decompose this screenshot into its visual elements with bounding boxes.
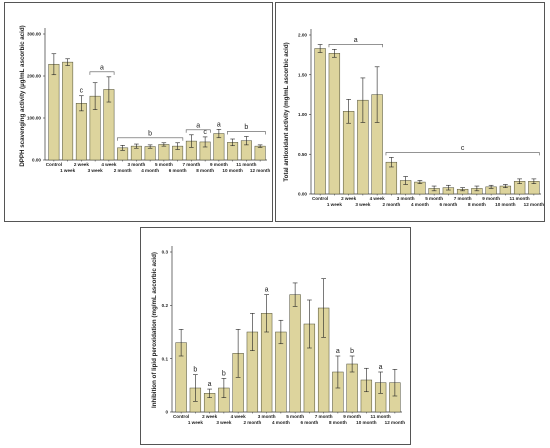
- y-axis-title: Total antioxidant activity (mg/mL ascorb…: [283, 42, 290, 181]
- significance-letter: b: [148, 130, 152, 137]
- x-tick-label: 7 month: [315, 414, 333, 419]
- x-tick-label: 10 month: [356, 420, 377, 425]
- x-tick-label: 4 month: [272, 420, 290, 425]
- x-tick-label: 2 week: [341, 196, 357, 201]
- y-tick-label: 0.3: [162, 250, 169, 255]
- x-tick-label: 2 month: [243, 420, 261, 425]
- x-tick-label: 4 week: [231, 414, 247, 419]
- significance-bracket: [89, 71, 115, 75]
- x-tick-label: 2 month: [114, 168, 132, 173]
- bar: [289, 294, 301, 413]
- x-tick-label: 4 month: [411, 202, 429, 207]
- x-tick-label: 5 month: [286, 414, 304, 419]
- bar: [48, 63, 60, 161]
- x-tick-label: 11 month: [371, 414, 391, 419]
- x-tick-label: 11 month: [510, 196, 530, 201]
- x-tick-label: 10 month: [495, 202, 516, 207]
- x-tick-label: 3 month: [258, 414, 276, 419]
- significance-letter: a: [354, 37, 358, 44]
- x-tick-label: 7 month: [454, 196, 472, 201]
- significance-letter: a: [196, 122, 200, 129]
- y-tick-label: 0.00: [298, 192, 307, 197]
- significance-bracket: [117, 137, 184, 141]
- x-tick-label: 8 month: [196, 168, 214, 173]
- x-tick-label: 8 month: [329, 420, 347, 425]
- x-tick-label: 2 week: [202, 414, 218, 419]
- y-tick-label: 300.00: [27, 32, 41, 37]
- y-axis-title: Inhibition of lipid peroxidation (mg/mL …: [151, 252, 158, 408]
- significance-letter: a: [265, 287, 269, 294]
- x-tick-label: 3 week: [88, 168, 104, 173]
- x-tick-label: Control: [46, 162, 62, 167]
- significance-letter: a: [208, 381, 212, 388]
- x-tick-label: 11 month: [236, 162, 256, 167]
- x-tick-label: 3 week: [355, 202, 371, 207]
- significance-bracket: [227, 131, 266, 135]
- x-tick-label: 10 month: [222, 168, 243, 173]
- x-tick-label: 4 month: [141, 168, 159, 173]
- significance-letter: c: [80, 88, 84, 95]
- x-tick-label: 4 week: [101, 162, 117, 167]
- x-tick-label: 2 month: [382, 202, 400, 207]
- bar: [342, 111, 355, 195]
- bar: [158, 144, 170, 161]
- significance-letter: a: [100, 64, 104, 71]
- x-tick-label: 6 month: [439, 202, 457, 207]
- y-tick-label: 1.00: [298, 112, 307, 117]
- significance-letter: a: [379, 364, 383, 371]
- y-tick-label: 0: [165, 410, 168, 415]
- bar: [328, 53, 341, 195]
- y-tick-label: 200.00: [27, 74, 41, 79]
- x-tick-label: 6 month: [169, 168, 187, 173]
- x-tick-label: 8 month: [468, 202, 486, 207]
- y-tick-label: 2.00: [298, 33, 307, 38]
- bar: [314, 48, 326, 195]
- x-tick-label: 9 month: [343, 414, 361, 419]
- bar: [254, 145, 266, 161]
- x-tick-label: 2 week: [74, 162, 90, 167]
- x-tick-label: 9 month: [482, 196, 500, 201]
- x-tick-label: 12 month: [250, 168, 271, 173]
- significance-letter: b: [222, 370, 226, 377]
- x-tick-label: 1 week: [327, 202, 343, 207]
- bar: [75, 103, 87, 161]
- significance-bracket: [328, 44, 383, 48]
- x-tick-label: 12 month: [524, 202, 545, 207]
- significance-letter: c: [203, 129, 207, 136]
- bar: [62, 61, 74, 161]
- x-tick-label: 3 week: [216, 420, 232, 425]
- y-tick-label: 0.2: [162, 303, 169, 308]
- x-tick-label: 3 month: [397, 196, 415, 201]
- x-tick-label: Control: [312, 196, 328, 201]
- significance-letter: b: [244, 124, 248, 131]
- x-tick-label: 1 week: [60, 168, 76, 173]
- y-tick-label: 1.50: [298, 72, 307, 77]
- y-tick-label: 0.50: [298, 152, 307, 157]
- y-tick-label: 0.1: [162, 356, 169, 361]
- x-tick-label: 1 week: [188, 420, 204, 425]
- significance-letter: c: [461, 145, 465, 152]
- x-tick-label: 5 month: [425, 196, 443, 201]
- x-tick-label: 9 month: [210, 162, 228, 167]
- significance-letter: a: [336, 348, 340, 355]
- y-tick-label: 100.00: [27, 116, 41, 121]
- x-tick-label: 3 month: [127, 162, 145, 167]
- significance-letter: b: [193, 367, 197, 374]
- y-axis-title: DPPH scavenging activity (µg/mL ascorbic…: [19, 25, 26, 166]
- significance-letter: a: [217, 121, 221, 128]
- significance-letter: b: [350, 348, 354, 355]
- significance-bracket: [385, 152, 540, 156]
- x-tick-label: Control: [173, 414, 189, 419]
- y-tick-label: 0.00: [32, 158, 41, 163]
- x-tick-label: 7 month: [182, 162, 200, 167]
- x-tick-label: 5 month: [155, 162, 173, 167]
- significance-bracket: [185, 129, 211, 133]
- x-tick-label: 6 month: [300, 420, 318, 425]
- x-tick-label: 12 month: [385, 420, 406, 425]
- bar: [144, 146, 156, 161]
- x-tick-label: 4 week: [370, 196, 386, 201]
